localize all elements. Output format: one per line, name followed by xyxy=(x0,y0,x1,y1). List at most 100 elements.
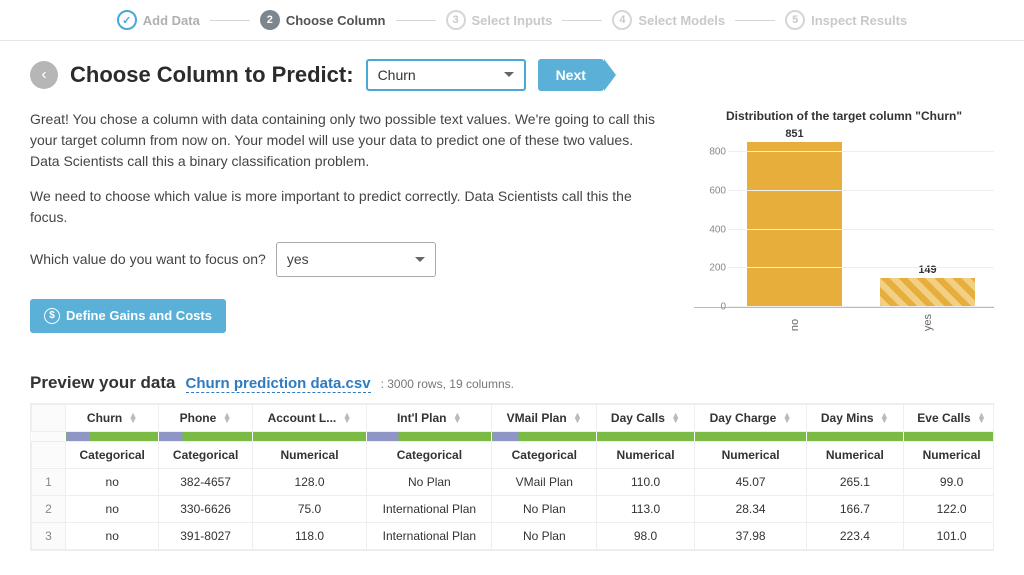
dollar-circle-icon: $ xyxy=(44,308,60,324)
sort-icon: ▲▼ xyxy=(783,413,792,424)
step-select-models[interactable]: 4 Select Models xyxy=(612,10,725,30)
column-header[interactable]: Int'l Plan ▲▼ xyxy=(367,404,492,431)
step-label: Inspect Results xyxy=(811,13,907,28)
table-header-row: Churn ▲▼Phone ▲▼Account L... ▲▼Int'l Pla… xyxy=(32,404,995,431)
chart-plot-area: 0200400600800 851149 xyxy=(694,133,994,308)
step-label: Select Models xyxy=(638,13,725,28)
table-cell: 101.0 xyxy=(903,522,994,549)
page-header: ‹ Choose Column to Predict: Churn Next xyxy=(30,59,994,91)
sort-icon: ▲▼ xyxy=(671,413,680,424)
table-cell: no xyxy=(66,522,159,549)
table-cell: 265.1 xyxy=(807,468,903,495)
step-label: Choose Column xyxy=(286,13,386,28)
column-header[interactable]: Day Calls ▲▼ xyxy=(597,404,695,431)
preview-file-link[interactable]: Churn prediction data.csv xyxy=(186,375,371,393)
table-row[interactable]: 2no330-662675.0International PlanNo Plan… xyxy=(32,495,995,522)
table-row[interactable]: 3no391-8027118.0International PlanNo Pla… xyxy=(32,522,995,549)
table-cell: 391-8027 xyxy=(159,522,252,549)
x-tick-label: yes xyxy=(922,314,934,331)
column-header[interactable]: Eve Calls ▲▼ xyxy=(903,404,994,431)
grid-line xyxy=(728,267,994,268)
grid-line xyxy=(728,306,994,307)
step-inspect-results[interactable]: 5 Inspect Results xyxy=(785,10,907,30)
column-band xyxy=(903,431,994,441)
step-separator xyxy=(562,20,602,21)
bar-value-label: 149 xyxy=(918,264,936,276)
table-cell: 75.0 xyxy=(252,495,366,522)
column-header[interactable]: Day Charge ▲▼ xyxy=(694,404,806,431)
table-cell: No Plan xyxy=(492,495,597,522)
column-band xyxy=(367,431,492,441)
table-cell: International Plan xyxy=(367,522,492,549)
sort-icon: ▲▼ xyxy=(977,413,986,424)
next-button[interactable]: Next xyxy=(538,59,604,91)
column-type: Numerical xyxy=(694,441,806,468)
focus-value-select[interactable]: yes xyxy=(276,242,436,277)
preview-table: Churn ▲▼Phone ▲▼Account L... ▲▼Int'l Pla… xyxy=(31,404,994,550)
back-button[interactable]: ‹ xyxy=(30,61,58,89)
step-separator xyxy=(735,20,775,21)
table-cell: 128.0 xyxy=(252,468,366,495)
table-cell: 45.07 xyxy=(694,468,806,495)
page-title: Choose Column to Predict: xyxy=(70,62,354,88)
table-cell: 98.0 xyxy=(597,522,695,549)
sort-icon: ▲▼ xyxy=(343,413,352,424)
button-label: Define Gains and Costs xyxy=(66,306,212,326)
sort-icon: ▲▼ xyxy=(129,413,138,424)
chart-y-axis: 0200400600800 xyxy=(694,133,728,307)
chart-title: Distribution of the target column "Churn… xyxy=(694,109,994,123)
description-para-1: Great! You chose a column with data cont… xyxy=(30,109,664,172)
column-header[interactable]: Phone ▲▼ xyxy=(159,404,252,431)
data-preview: Preview your data Churn prediction data.… xyxy=(30,373,994,551)
grid-line xyxy=(728,190,994,191)
sort-icon: ▲▼ xyxy=(880,413,889,424)
y-tick-label: 800 xyxy=(709,147,726,158)
chart-bar: 851 xyxy=(747,128,843,307)
column-header[interactable]: VMail Plan ▲▼ xyxy=(492,404,597,431)
target-distribution-chart: Distribution of the target column "Churn… xyxy=(694,109,994,331)
table-cell: VMail Plan xyxy=(492,468,597,495)
table-cell: no xyxy=(66,495,159,522)
table-cell: 28.34 xyxy=(694,495,806,522)
chart-bar: 149 xyxy=(880,264,976,307)
row-index-header xyxy=(32,404,66,431)
table-row[interactable]: 1no382-4657128.0No PlanVMail Plan110.045… xyxy=(32,468,995,495)
column-header[interactable]: Churn ▲▼ xyxy=(66,404,159,431)
step-label: Select Inputs xyxy=(472,13,553,28)
column-header[interactable]: Day Mins ▲▼ xyxy=(807,404,903,431)
step-select-inputs[interactable]: 3 Select Inputs xyxy=(446,10,553,30)
column-type: Numerical xyxy=(252,441,366,468)
column-type: Categorical xyxy=(66,441,159,468)
x-tick-label: no xyxy=(789,314,801,331)
define-gains-costs-button[interactable]: $ Define Gains and Costs xyxy=(30,299,226,333)
table-cell: 118.0 xyxy=(252,522,366,549)
table-cell: 330-6626 xyxy=(159,495,252,522)
wizard-steps: Add Data 2 Choose Column 3 Select Inputs… xyxy=(0,0,1024,41)
column-type: Categorical xyxy=(159,441,252,468)
step-choose-column[interactable]: 2 Choose Column xyxy=(260,10,386,30)
description-para-2: We need to choose which value is more im… xyxy=(30,186,664,228)
bar-rect xyxy=(747,142,843,307)
column-band xyxy=(492,431,597,441)
step-number-icon: 2 xyxy=(260,10,280,30)
y-tick-label: 200 xyxy=(709,263,726,274)
chevron-left-icon: ‹ xyxy=(41,66,46,84)
column-type: Numerical xyxy=(597,441,695,468)
sort-icon: ▲▼ xyxy=(573,413,582,424)
preview-table-scroll[interactable]: Churn ▲▼Phone ▲▼Account L... ▲▼Int'l Pla… xyxy=(30,403,994,551)
step-number-icon: 4 xyxy=(612,10,632,30)
row-index: 3 xyxy=(32,522,66,549)
step-add-data[interactable]: Add Data xyxy=(117,10,200,30)
column-header[interactable]: Account L... ▲▼ xyxy=(252,404,366,431)
table-cell: 382-4657 xyxy=(159,468,252,495)
next-label: Next xyxy=(556,67,586,83)
step-label: Add Data xyxy=(143,13,200,28)
step-number-icon: 3 xyxy=(446,10,466,30)
table-cell: 223.4 xyxy=(807,522,903,549)
checkmark-icon xyxy=(117,10,137,30)
column-band xyxy=(807,431,903,441)
y-tick-label: 400 xyxy=(709,224,726,235)
column-type: Numerical xyxy=(807,441,903,468)
table-cell: 110.0 xyxy=(597,468,695,495)
target-column-select[interactable]: Churn xyxy=(366,59,526,91)
